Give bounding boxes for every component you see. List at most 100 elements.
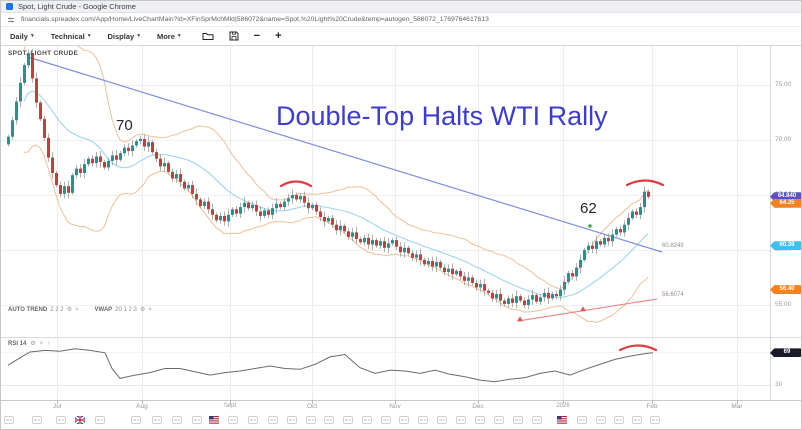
calendar-event-icon[interactable] — [596, 416, 606, 424]
time-axis-label: Sept — [223, 403, 237, 409]
gear-icon[interactable]: ⚙ — [30, 341, 36, 347]
rsi-value-badge: 69 — [770, 348, 801, 358]
calendar-event-icon[interactable] — [172, 416, 182, 424]
us-flag-icon[interactable] — [209, 416, 219, 424]
calendar-event-icon[interactable] — [632, 416, 642, 424]
menu-label: Daily — [10, 31, 28, 41]
double-top-arc[interactable] — [618, 344, 658, 352]
indicator-name: AUTO TREND — [8, 306, 48, 313]
calendar-event-icon[interactable] — [131, 416, 141, 424]
symbol-label: SPOT, LIGHT CRUDE — [8, 50, 79, 57]
calendar-event-icon[interactable] — [381, 416, 391, 424]
calendar-event-icon[interactable] — [456, 416, 466, 424]
zoom-out-button[interactable]: − — [253, 30, 261, 42]
calendar-event-icon[interactable] — [95, 416, 105, 424]
chevron-down-icon: ▾ — [177, 33, 181, 39]
calendar-event-icon[interactable] — [306, 416, 316, 424]
candlestick-series — [7, 48, 650, 310]
zoom-in-button[interactable]: + — [275, 30, 282, 42]
time-axis-label: 2026 — [556, 403, 570, 409]
gear-icon[interactable]: ⚙ — [139, 307, 146, 313]
calendar-event-icon[interactable] — [399, 416, 409, 424]
page-info-icon[interactable] — [7, 16, 15, 24]
time-axis-label: Dec — [472, 403, 484, 410]
calendar-event-icon[interactable] — [324, 416, 334, 424]
menu-label: More — [156, 31, 175, 41]
time-axis-label: Aug — [136, 403, 148, 410]
calendar-event-icon[interactable] — [475, 416, 485, 424]
uk-flag-icon[interactable] — [74, 415, 86, 425]
price-badge: 60.39 — [770, 241, 801, 251]
calendar-event-icon[interactable] — [228, 416, 238, 424]
double-top-arc[interactable] — [279, 180, 313, 188]
indicator-labels-row: AUTO TREND 2 2 2 ⚙ × VWAP 20 1 2 3 ⚙ × — [8, 306, 152, 314]
chevron-down-icon: ▾ — [30, 33, 34, 39]
address-bar[interactable]: financials.spreadex.com/App/Home/LiveCha… — [0, 13, 802, 27]
calendar-event-icon[interactable] — [4, 416, 14, 424]
signal-dot — [588, 224, 592, 228]
calendar-event-icon[interactable] — [343, 416, 353, 424]
menu-display[interactable]: Display ▾ — [108, 32, 140, 41]
save-icon[interactable] — [229, 31, 239, 41]
calendar-event-icon[interactable] — [418, 416, 428, 424]
calendar-event-icon[interactable] — [32, 416, 42, 424]
annotation-aug-peak[interactable]: 70 — [116, 117, 133, 134]
calendar-event-icon[interactable] — [152, 416, 162, 424]
close-icon[interactable]: × — [74, 306, 79, 313]
open-folder-icon[interactable] — [202, 31, 214, 41]
trendline-value-label: 60.8249 — [662, 243, 684, 249]
close-icon[interactable]: × — [148, 306, 152, 313]
annotation-jan-level[interactable]: 62 — [580, 200, 597, 217]
indicator-params: 20 1 2 3 — [115, 306, 137, 313]
calendar-event-icon[interactable] — [494, 416, 504, 424]
time-axis-label: Jul — [52, 403, 62, 410]
menu-technical[interactable]: Technical ▾ — [51, 32, 91, 41]
collapse-icon[interactable]: ↑ — [47, 340, 51, 347]
menu-label: Display — [107, 31, 135, 41]
support-anchor-marker[interactable] — [580, 306, 586, 312]
gear-icon[interactable]: ⚙ — [66, 307, 72, 313]
window-titlebar: Spot, Light Crude - Google Chrome — [0, 0, 802, 13]
indicator-vwap: VWAP 20 1 2 3 ⚙ × — [95, 306, 152, 314]
time-axis-label: Nov — [389, 403, 401, 410]
trendline-descending[interactable] — [27, 56, 663, 253]
price-tick-label: 70.00 — [775, 136, 792, 143]
price-badge: 64.25 — [770, 198, 801, 208]
chevron-down-icon: ▾ — [87, 33, 91, 39]
indicator-name: RSI 14 — [8, 340, 27, 347]
calendar-event-icon[interactable] — [650, 416, 660, 424]
us-flag-icon[interactable] — [557, 416, 567, 424]
time-axis-label: Oct — [306, 403, 318, 410]
chart-toolbar: Daily ▾ Technical ▾ Display ▾ More ▾ − + — [0, 27, 802, 46]
calendar-event-icon[interactable] — [56, 416, 66, 424]
chart-title-annotation[interactable]: Double-Top Halts WTI Rally — [276, 101, 608, 131]
calendar-event-icon[interactable] — [437, 416, 447, 424]
calendar-event-icon[interactable] — [532, 416, 542, 424]
bollinger-upper-band — [23, 46, 649, 290]
rsi-indicator-label: RSI 14 ⚙ × ↑ — [8, 340, 51, 348]
calendar-event-icon[interactable] — [268, 416, 278, 424]
time-axis-label: Feb — [646, 403, 658, 410]
menu-more[interactable]: More ▾ — [157, 32, 181, 41]
calendar-event-icon[interactable] — [248, 416, 258, 424]
price-tick-label: 55.00 — [775, 301, 792, 308]
calendar-event-icon[interactable] — [577, 416, 587, 424]
chevron-down-icon: ▾ — [137, 33, 140, 39]
indicator-auto-trend: AUTO TREND 2 2 2 ⚙ × — [8, 306, 79, 314]
calendar-event-icon[interactable] — [614, 416, 624, 424]
menu-daily[interactable]: Daily ▾ — [10, 32, 34, 41]
calendar-event-icon[interactable] — [287, 416, 297, 424]
rsi-line — [7, 348, 654, 383]
close-icon[interactable]: × — [39, 340, 44, 347]
trendline-support[interactable] — [517, 298, 658, 322]
calendar-event-icon[interactable] — [513, 416, 523, 424]
price-badge: 64.840 — [770, 192, 801, 202]
gridlines — [0, 46, 770, 400]
calendar-event-icon[interactable] — [362, 416, 372, 424]
double-top-arc[interactable] — [625, 179, 665, 187]
menu-label: Technical — [50, 31, 85, 41]
calendar-event-icon[interactable] — [192, 416, 202, 424]
support-anchor-marker[interactable] — [517, 316, 523, 322]
